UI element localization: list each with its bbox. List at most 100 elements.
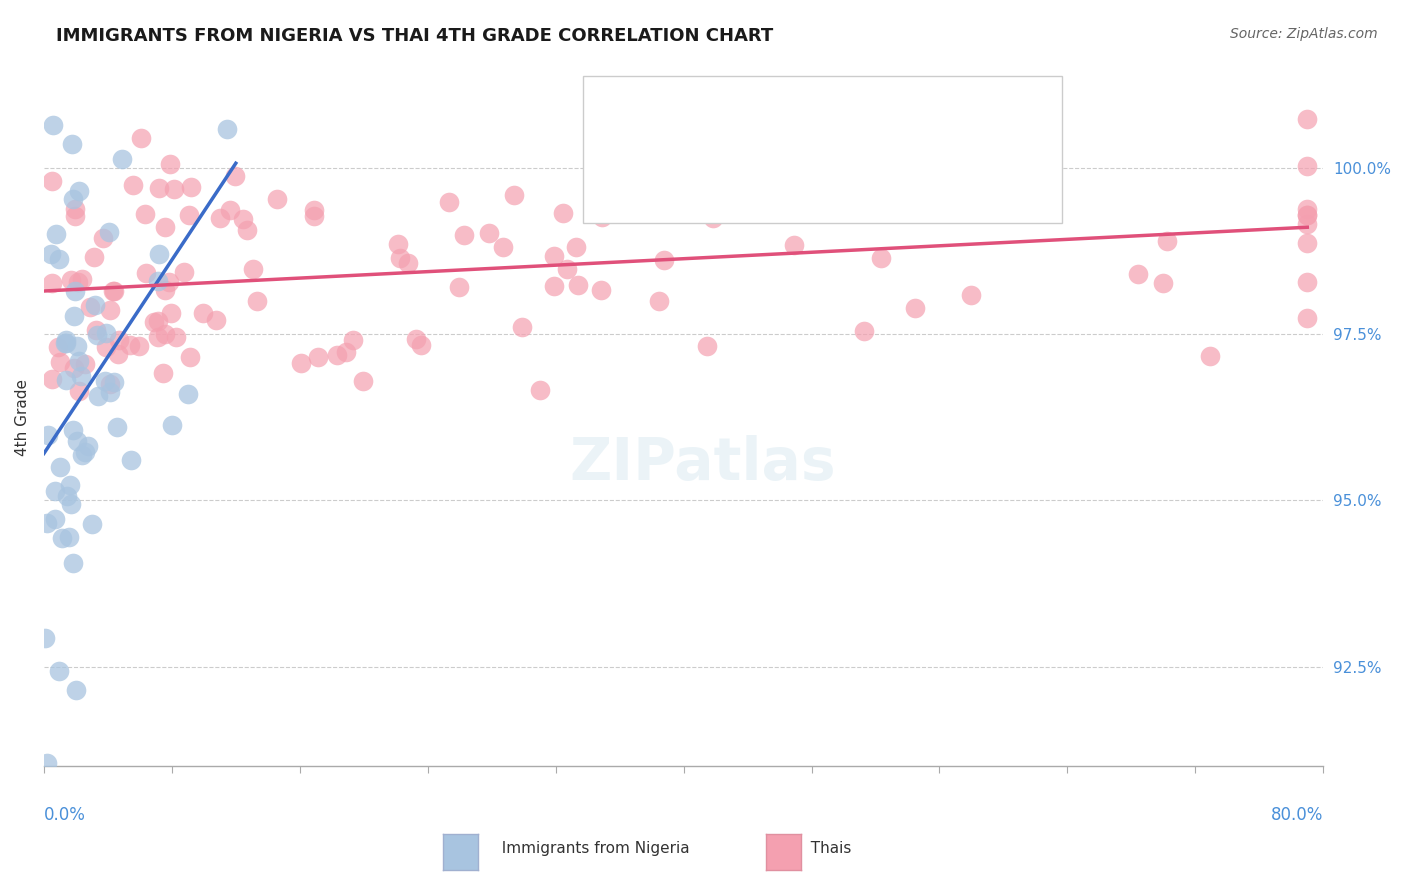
Point bbox=[352, 374, 374, 388]
Point bbox=[44, 484, 66, 499]
Point bbox=[162, 417, 184, 432]
Point bbox=[1156, 234, 1178, 248]
Point bbox=[55, 373, 77, 387]
Point bbox=[73, 445, 96, 459]
Point bbox=[246, 294, 269, 309]
Point bbox=[75, 357, 97, 371]
Point bbox=[56, 489, 79, 503]
Point bbox=[510, 320, 533, 334]
Point bbox=[37, 428, 59, 442]
Point bbox=[159, 157, 181, 171]
Point bbox=[65, 202, 87, 216]
Point bbox=[41, 372, 63, 386]
Point bbox=[70, 448, 93, 462]
Point bbox=[866, 165, 889, 179]
Point bbox=[959, 288, 981, 302]
Point bbox=[543, 279, 565, 293]
Text: 80.0%: 80.0% bbox=[1271, 806, 1323, 824]
Point bbox=[82, 516, 104, 531]
Point bbox=[388, 251, 411, 265]
Point bbox=[606, 159, 628, 173]
Point bbox=[142, 315, 165, 329]
Point bbox=[67, 384, 90, 399]
Point bbox=[100, 384, 122, 399]
Point bbox=[62, 556, 84, 570]
Point bbox=[177, 387, 200, 401]
Text: Source: ZipAtlas.com: Source: ZipAtlas.com bbox=[1230, 27, 1378, 41]
Point bbox=[706, 155, 728, 169]
Point bbox=[696, 339, 718, 353]
Point bbox=[146, 274, 169, 288]
Point bbox=[179, 208, 201, 222]
Point bbox=[702, 211, 724, 226]
Point bbox=[591, 211, 613, 225]
Point bbox=[86, 327, 108, 342]
Point bbox=[1296, 236, 1319, 251]
Point bbox=[51, 531, 73, 545]
Point bbox=[98, 377, 121, 392]
Point bbox=[1198, 349, 1220, 363]
Point bbox=[1296, 275, 1319, 289]
Point bbox=[219, 202, 242, 217]
Point bbox=[63, 284, 86, 298]
Point bbox=[94, 326, 117, 340]
Point bbox=[103, 376, 125, 390]
Point bbox=[84, 323, 107, 337]
Point bbox=[437, 195, 460, 210]
Point bbox=[87, 389, 110, 403]
Point bbox=[65, 209, 87, 223]
Point bbox=[105, 420, 128, 434]
Point bbox=[180, 180, 202, 194]
Point bbox=[39, 246, 62, 260]
Point bbox=[543, 249, 565, 263]
Point bbox=[44, 512, 66, 526]
Point bbox=[1296, 311, 1319, 326]
Point bbox=[107, 347, 129, 361]
Point bbox=[67, 353, 90, 368]
Point bbox=[160, 305, 183, 319]
Point bbox=[66, 339, 89, 353]
Text: R = 0.424   N = 54: R = 0.424 N = 54 bbox=[647, 112, 817, 129]
Point bbox=[83, 250, 105, 264]
Point bbox=[45, 227, 67, 241]
Point bbox=[70, 369, 93, 384]
Point bbox=[129, 130, 152, 145]
Point bbox=[84, 298, 107, 312]
Point bbox=[215, 122, 238, 136]
Point bbox=[91, 231, 114, 245]
Point bbox=[62, 192, 84, 206]
Point bbox=[146, 330, 169, 344]
Point bbox=[128, 338, 150, 352]
Point bbox=[1152, 276, 1174, 290]
Point bbox=[453, 227, 475, 242]
Point bbox=[121, 178, 143, 193]
Text: R = 0.287   N = 115: R = 0.287 N = 115 bbox=[647, 161, 828, 178]
Point bbox=[94, 375, 117, 389]
Point bbox=[120, 338, 142, 352]
Point bbox=[101, 284, 124, 298]
Point bbox=[155, 219, 177, 234]
Point bbox=[63, 309, 86, 323]
Point bbox=[811, 196, 834, 211]
Point bbox=[146, 314, 169, 328]
Text: Thais: Thais bbox=[801, 841, 852, 856]
Point bbox=[191, 305, 214, 319]
Point bbox=[1296, 208, 1319, 222]
Point bbox=[111, 152, 134, 166]
Text: IMMIGRANTS FROM NIGERIA VS THAI 4TH GRADE CORRELATION CHART: IMMIGRANTS FROM NIGERIA VS THAI 4TH GRAD… bbox=[56, 27, 773, 45]
Point bbox=[166, 330, 188, 344]
Point bbox=[41, 173, 63, 187]
Point bbox=[134, 207, 156, 221]
Point bbox=[59, 497, 82, 511]
Point bbox=[42, 118, 65, 132]
Point bbox=[1296, 217, 1319, 231]
Point bbox=[120, 453, 142, 467]
Point bbox=[37, 756, 59, 771]
Point bbox=[302, 210, 325, 224]
Point bbox=[55, 335, 77, 350]
Point bbox=[387, 236, 409, 251]
Point bbox=[652, 253, 675, 268]
Point bbox=[34, 631, 56, 645]
Point bbox=[55, 333, 77, 347]
Point bbox=[152, 366, 174, 380]
